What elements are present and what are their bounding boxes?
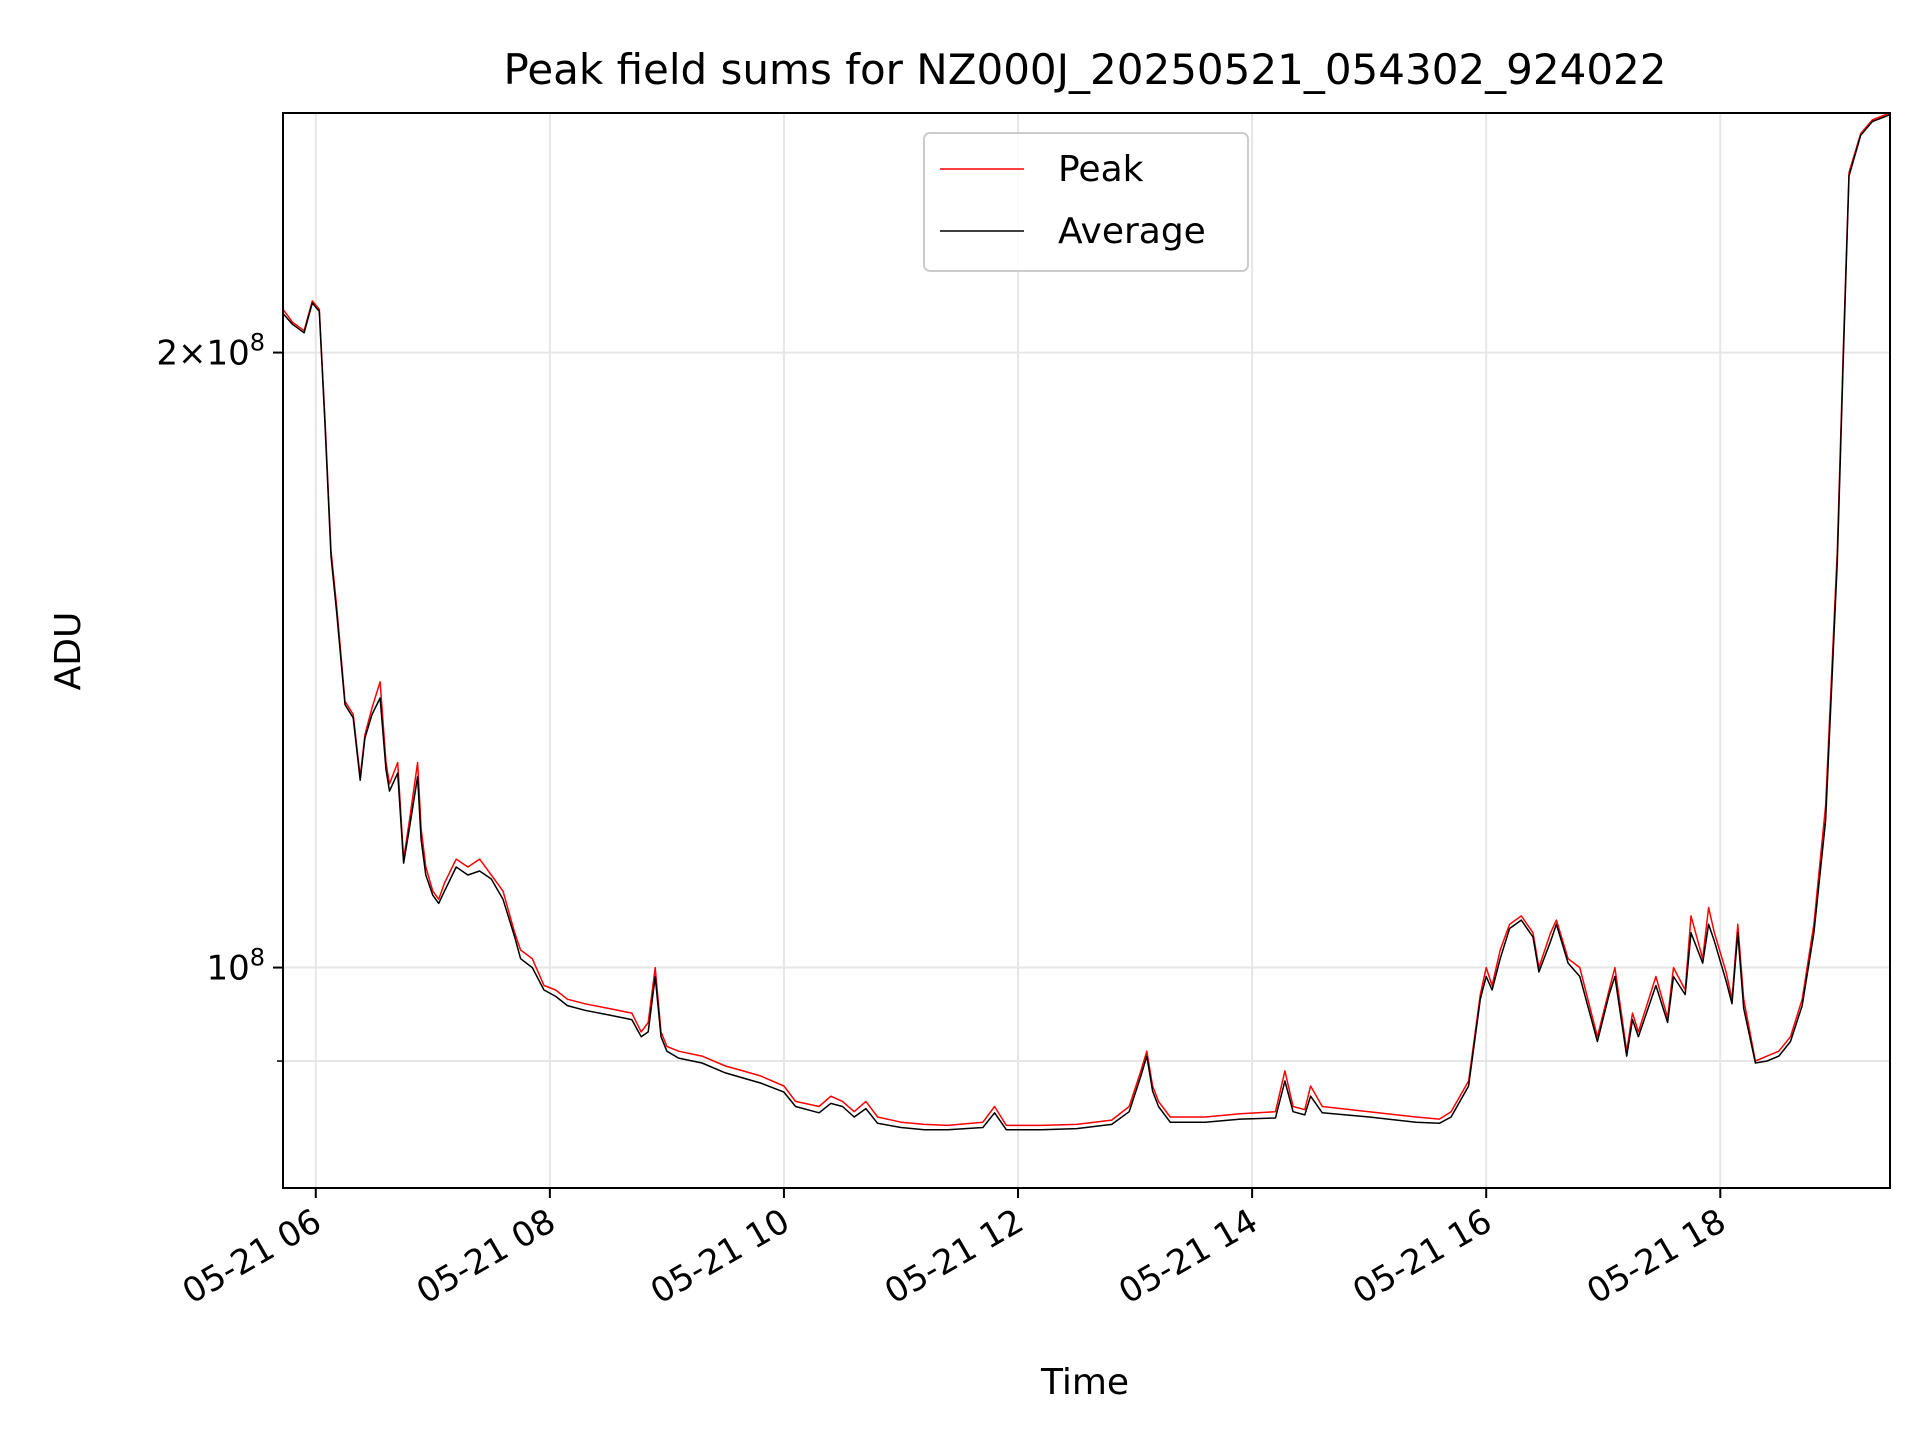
chart-title: Peak field sums for NZ000J_20250521_0543… bbox=[504, 45, 1667, 94]
series-line-average bbox=[282, 114, 1891, 1131]
plot-area-frame bbox=[282, 112, 1891, 1189]
y-tick-label: 108 bbox=[206, 944, 265, 989]
x-axis-label: Time bbox=[1040, 1362, 1129, 1403]
grid-layer bbox=[283, 113, 1890, 1188]
series-line-peak bbox=[282, 112, 1891, 1127]
legend-frame bbox=[923, 132, 1249, 272]
y-tick-label: 2×108 bbox=[156, 329, 265, 374]
series-layer bbox=[282, 112, 1891, 1131]
legend-label-average: Average bbox=[1058, 211, 1206, 252]
legend: Peak Average bbox=[923, 132, 1249, 272]
y-axis-label: ADU bbox=[48, 612, 89, 691]
legend-label-peak: Peak bbox=[1058, 149, 1144, 190]
